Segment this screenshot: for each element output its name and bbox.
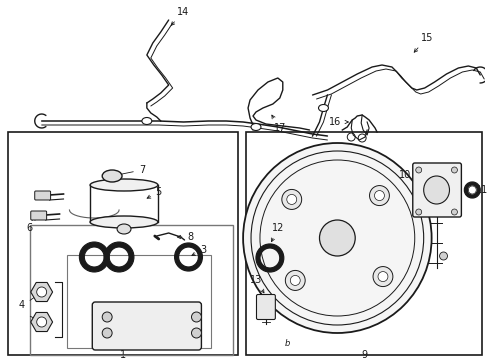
Circle shape xyxy=(285,270,305,291)
Ellipse shape xyxy=(102,170,122,182)
Circle shape xyxy=(243,143,431,333)
Circle shape xyxy=(450,167,456,173)
Circle shape xyxy=(290,275,300,285)
Circle shape xyxy=(369,185,388,206)
Circle shape xyxy=(377,271,387,282)
Text: 9: 9 xyxy=(360,350,366,360)
Bar xyxy=(67,255,211,348)
Circle shape xyxy=(468,186,475,194)
Text: 11: 11 xyxy=(467,185,488,195)
Bar xyxy=(245,132,481,355)
Ellipse shape xyxy=(117,224,131,234)
Ellipse shape xyxy=(423,176,448,204)
Text: 14: 14 xyxy=(171,7,189,25)
Circle shape xyxy=(415,209,421,215)
Circle shape xyxy=(372,266,392,287)
Text: 6: 6 xyxy=(27,223,33,233)
Text: 16: 16 xyxy=(328,117,347,127)
Circle shape xyxy=(191,312,201,322)
Text: 10: 10 xyxy=(398,170,418,188)
Circle shape xyxy=(37,317,46,327)
Circle shape xyxy=(286,194,296,204)
Ellipse shape xyxy=(142,117,151,125)
Text: 15: 15 xyxy=(413,33,432,52)
FancyBboxPatch shape xyxy=(412,163,461,217)
Circle shape xyxy=(37,287,46,297)
Circle shape xyxy=(439,252,447,260)
Text: 12: 12 xyxy=(271,223,284,242)
Ellipse shape xyxy=(90,179,158,191)
Circle shape xyxy=(281,189,301,210)
Text: b: b xyxy=(285,339,290,348)
Circle shape xyxy=(102,328,112,338)
Ellipse shape xyxy=(318,104,328,112)
Circle shape xyxy=(374,190,384,201)
Circle shape xyxy=(319,220,354,256)
Ellipse shape xyxy=(90,216,158,228)
Text: 1: 1 xyxy=(120,350,126,360)
Circle shape xyxy=(102,312,112,322)
Circle shape xyxy=(439,206,447,214)
Circle shape xyxy=(415,167,421,173)
Bar xyxy=(30,225,233,355)
Text: 3: 3 xyxy=(191,245,206,256)
Text: 2: 2 xyxy=(182,322,199,335)
Circle shape xyxy=(191,328,201,338)
FancyBboxPatch shape xyxy=(256,294,275,320)
Text: 17: 17 xyxy=(271,115,285,133)
Text: 7: 7 xyxy=(116,165,145,176)
FancyBboxPatch shape xyxy=(92,302,201,350)
Bar xyxy=(8,132,238,355)
Text: 13: 13 xyxy=(249,275,264,293)
FancyBboxPatch shape xyxy=(35,191,50,200)
Text: 5: 5 xyxy=(147,187,162,198)
Text: 8: 8 xyxy=(177,232,193,242)
Ellipse shape xyxy=(250,123,261,131)
Text: 4: 4 xyxy=(19,300,25,310)
Circle shape xyxy=(450,209,456,215)
FancyBboxPatch shape xyxy=(31,211,46,220)
